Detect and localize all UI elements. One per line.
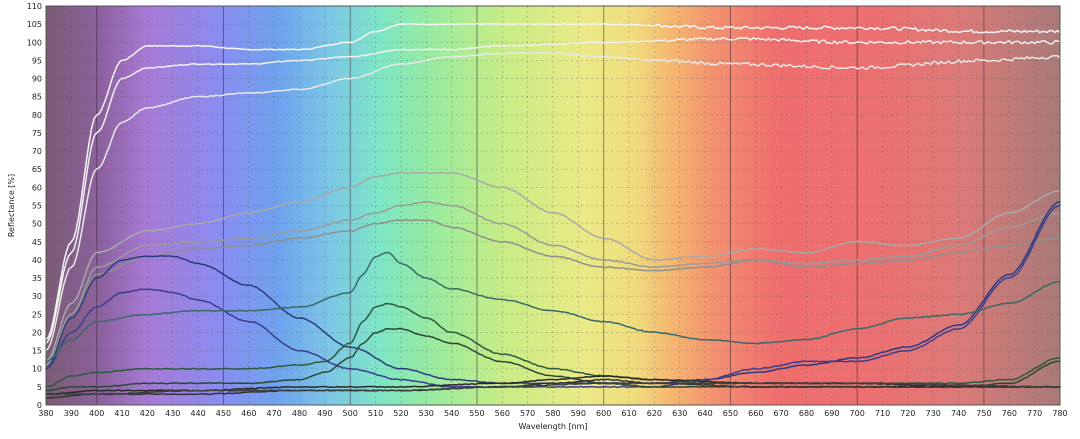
y-tick-label: 50 (32, 220, 42, 229)
series-line-teal-1 (45, 251, 1061, 362)
x-tick-label: 540 (444, 409, 459, 418)
series-line-white-3 (45, 51, 1061, 352)
x-tick-label: 690 (824, 409, 839, 418)
x-tick-label: 770 (1027, 409, 1042, 418)
y-tick-label: 90 (32, 75, 42, 84)
y-tick-label: 105 (27, 20, 42, 29)
x-tick-label: 490 (317, 409, 332, 418)
y-tick-label: 35 (32, 274, 42, 283)
x-tick-label: 520 (393, 409, 408, 418)
plot-frame (45, 5, 1061, 406)
x-tick-label: 560 (495, 409, 510, 418)
x-tick-label: 590 (571, 409, 586, 418)
series-line-white-1 (45, 22, 1061, 341)
y-tick-label: 40 (32, 256, 42, 265)
y-tick-label: 110 (27, 2, 42, 11)
y-tick-label: 0 (37, 401, 42, 410)
x-tick-label: 580 (545, 409, 560, 418)
y-tick-label: 20 (32, 328, 42, 337)
x-tick-label: 570 (520, 409, 535, 418)
x-tick-label: 600 (596, 409, 611, 418)
spectrum-background (46, 6, 1060, 405)
plot-background (46, 6, 1060, 405)
x-tick-label: 700 (850, 409, 865, 418)
x-tick-label: 500 (343, 409, 358, 418)
x-tick-label: 390 (64, 409, 79, 418)
x-tick-label: 660 (748, 409, 763, 418)
y-tick-label: 100 (27, 38, 42, 47)
tick-labels: 380 390 400 410 420 430 440 450 460 470 480 490 500 5… (27, 2, 1068, 418)
x-tick-label: 510 (368, 409, 383, 418)
series-line-white-2 (45, 36, 1061, 345)
x-tick-label: 380 (38, 409, 53, 418)
x-tick-label: 780 (1052, 409, 1067, 418)
x-tick-label: 640 (697, 409, 712, 418)
x-tick-label: 550 (469, 409, 484, 418)
y-tick-label: 65 (32, 165, 42, 174)
x-tick-label: 410 (114, 409, 129, 418)
y-tick-label: 45 (32, 238, 42, 247)
y-tick-label: 80 (32, 111, 42, 120)
series-line-dark-blue-2 (45, 204, 1061, 389)
x-tick-label: 680 (799, 409, 814, 418)
series-line-grey-mid-2 (45, 218, 1061, 370)
series-line-dark-3 (45, 382, 1061, 396)
x-axis-title: Wavelength [nm] (518, 422, 587, 431)
y-tick-label: 30 (32, 292, 42, 301)
y-tick-label: 10 (32, 365, 42, 374)
x-tick-label: 730 (926, 409, 941, 418)
x-tick-label: 760 (1002, 409, 1017, 418)
x-tick-label: 450 (216, 409, 231, 418)
y-tick-label: 25 (32, 310, 42, 319)
x-tick-label: 650 (723, 409, 738, 418)
y-axis-title: Reflectance [%] (7, 174, 16, 237)
y-tick-label: 15 (32, 347, 42, 356)
x-tick-label: 710 (875, 409, 890, 418)
x-tick-label: 630 (672, 409, 687, 418)
axes (45, 5, 1061, 406)
series-line-dark-2 (45, 378, 1061, 399)
x-tick-label: 440 (190, 409, 205, 418)
y-tick-label: 95 (32, 56, 42, 65)
x-tick-label: 720 (900, 409, 915, 418)
x-tick-label: 620 (647, 409, 662, 418)
x-tick-label: 610 (621, 409, 636, 418)
series-line-grey-mid-1 (45, 200, 1061, 367)
x-tick-label: 430 (165, 409, 180, 418)
y-tick-label: 75 (32, 129, 42, 138)
x-tick-label: 670 (774, 409, 789, 418)
x-tick-label: 750 (976, 409, 991, 418)
y-tick-label: 5 (37, 383, 42, 392)
x-tick-label: 400 (89, 409, 104, 418)
x-tick-label: 740 (951, 409, 966, 418)
x-tick-label: 420 (140, 409, 155, 418)
x-tick-label: 480 (292, 409, 307, 418)
y-tick-label: 85 (32, 93, 42, 102)
x-tick-label: 530 (419, 409, 434, 418)
y-tick-label: 60 (32, 183, 42, 192)
y-tick-label: 55 (32, 202, 42, 211)
series-line-grey-light (45, 171, 1061, 363)
series-group (45, 22, 1061, 399)
y-tick-label: 70 (32, 147, 42, 156)
x-tick-label: 460 (241, 409, 256, 418)
x-tick-label: 470 (267, 409, 282, 418)
